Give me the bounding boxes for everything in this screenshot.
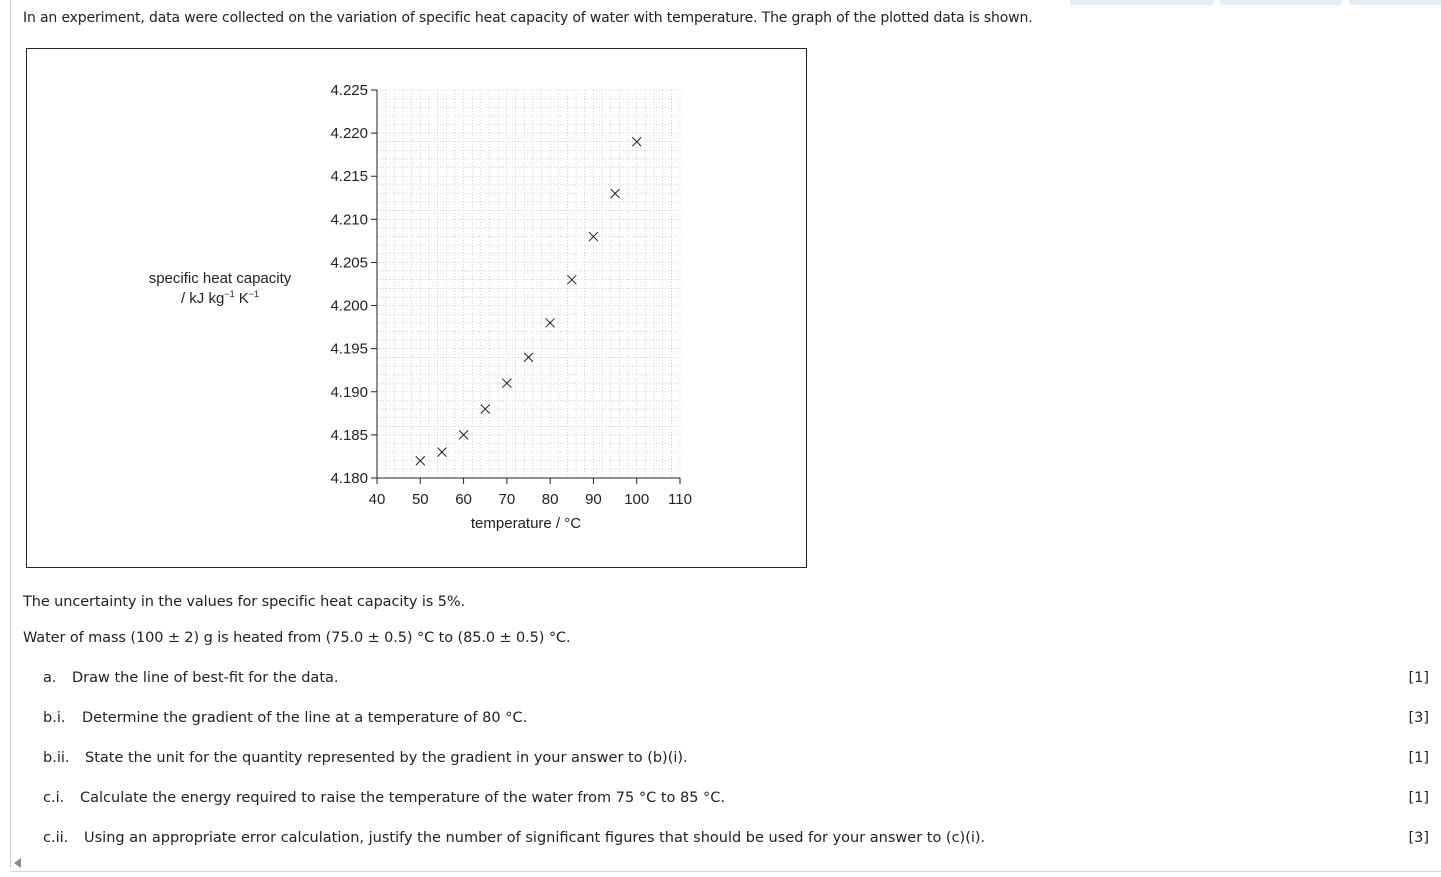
part-marks: [1] [1408,750,1429,766]
cross-stroke [545,317,555,328]
chart-points [415,136,642,466]
x-tick-label: 50 [412,491,429,508]
x-axis-label: temperature / °C [471,515,581,532]
cross-stroke [502,378,512,389]
part-text: State the unit for the quantity represen… [85,750,688,766]
part-marks: [1] [1408,790,1429,806]
x-tick-label: 40 [369,491,386,508]
x-tick-label: 100 [624,491,649,508]
data-point-cross [502,378,512,389]
part-marks: [3] [1408,710,1429,726]
chart-axes [376,90,680,479]
y-tick-label: 4.180 [330,470,368,487]
part-text: Using an appropriate error calculation, … [84,830,986,846]
x-tick-label: 70 [499,491,516,508]
left-divider [10,0,11,868]
part-text: Calculate the energy required to raise t… [80,790,726,806]
cross-stroke [588,231,599,242]
cross-stroke [523,352,534,363]
horizontal-scrollbar-track[interactable] [10,871,1441,872]
top-tab[interactable] [1070,0,1214,5]
part-text: Determine the gradient of the line at a … [82,710,528,726]
part-number: c.ii. [43,830,69,846]
scroll-left-arrow-icon[interactable] [14,858,21,868]
data-point-cross [545,317,555,328]
water-statement: Water of mass (100 ± 2) g is heated from… [23,630,571,646]
data-point-cross [566,274,577,285]
data-point-cross [610,188,620,199]
cross-stroke [437,447,447,457]
x-tick-label: 110 [668,491,692,508]
data-point-cross [480,404,491,414]
cross-stroke [631,136,642,147]
part-number: c.i. [43,790,65,806]
cross-stroke [610,188,620,199]
part-number: b.ii. [43,750,70,766]
cross-stroke [566,274,577,285]
question-intro: In an experiment, data were collected on… [23,10,1033,26]
x-tick-label: 90 [585,491,602,508]
uncertainty-statement: The uncertainty in the values for specif… [23,594,466,610]
y-tick-label: 4.185 [330,427,368,444]
question-part-c-i: c.i. Calculate the energy required to ra… [43,790,1429,810]
question-part-a: a. Draw the line of best-fit for the dat… [43,670,1429,690]
data-point-cross [437,447,447,457]
x-tick-label: 80 [542,491,559,508]
question-part-b-i: b.i. Determine the gradient of the line … [43,710,1429,730]
part-number: b.i. [43,710,66,726]
y-tick-label: 4.225 [330,82,368,99]
y-tick-label: 4.205 [330,254,368,271]
cross-stroke [458,430,469,440]
chart-ticks: 4.180 4.185 4.190 4.195 4.200 4.205 4.210 4.215… [330,82,692,508]
top-tab[interactable] [1349,0,1441,5]
data-point-cross [588,231,599,242]
part-marks: [1] [1408,670,1429,686]
data-point-cross [631,136,642,147]
y-axis-label: specific heat capacity [149,270,292,287]
part-text: Draw the line of best-fit for the data. [72,670,339,686]
y-tick-label: 4.195 [330,341,368,358]
chart-grid [376,89,681,479]
part-number: a. [43,670,57,686]
y-tick-label: 4.220 [330,125,368,142]
x-tick-label: 60 [455,491,472,508]
question-part-c-ii: c.ii. Using an appropriate error calcula… [43,830,1429,850]
question-part-b-ii: b.ii. State the unit for the quantity re… [43,750,1429,770]
y-axis-unit-label: / kJ kg−1 K−1 [181,289,259,307]
cross-stroke [480,404,491,414]
cross-stroke [415,455,426,466]
part-marks: [3] [1408,830,1429,846]
data-point-cross [415,455,426,466]
data-point-cross [458,430,469,440]
y-tick-label: 4.210 [330,211,368,228]
heat-capacity-chart: 4.180 4.185 4.190 4.195 4.200 4.205 4.210 4.215… [149,82,692,532]
top-tab[interactable] [1220,0,1342,5]
data-point-cross [523,352,534,363]
y-tick-label: 4.190 [330,384,368,401]
graph-figure: 4.180 4.185 4.190 4.195 4.200 4.205 4.210 4.215… [26,48,807,568]
y-tick-label: 4.200 [330,298,368,315]
y-tick-label: 4.215 [330,168,368,185]
